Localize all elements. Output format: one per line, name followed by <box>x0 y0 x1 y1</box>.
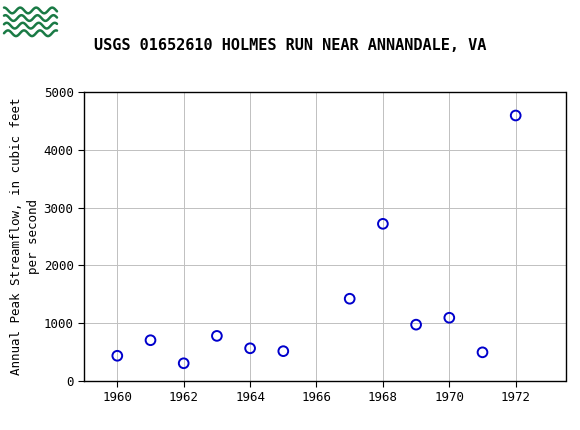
Point <box>445 314 454 321</box>
Bar <box>3 3 59 38</box>
Point <box>411 321 420 328</box>
Point <box>113 352 122 359</box>
Point <box>378 221 387 227</box>
Point <box>212 332 222 339</box>
Point <box>278 348 288 355</box>
Point <box>478 349 487 356</box>
Point <box>245 345 255 352</box>
Text: USGS 01652610 HOLMES RUN NEAR ANNANDALE, VA: USGS 01652610 HOLMES RUN NEAR ANNANDALE,… <box>94 38 486 52</box>
Text: USGS: USGS <box>80 12 140 31</box>
Point <box>345 295 354 302</box>
Point <box>511 112 520 119</box>
Y-axis label: Annual Peak Streamflow, in cubic feet
per second: Annual Peak Streamflow, in cubic feet pe… <box>9 98 39 375</box>
Point <box>146 337 155 344</box>
Point <box>179 360 188 367</box>
